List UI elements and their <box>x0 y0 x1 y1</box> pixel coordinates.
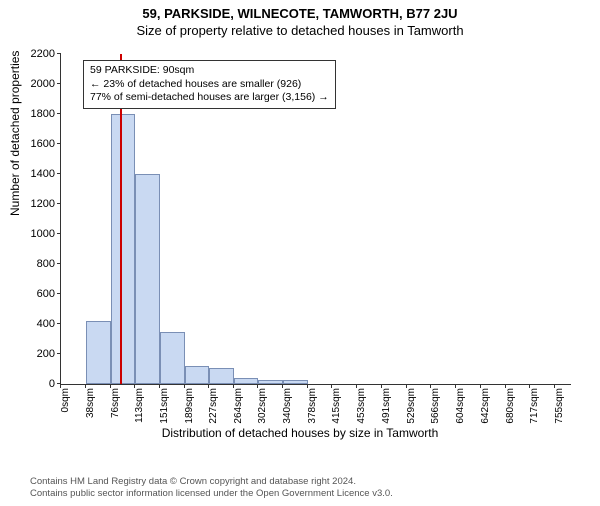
y-tick-label: 600 <box>15 288 55 300</box>
histogram-bar <box>135 174 160 384</box>
y-tick-label: 200 <box>15 348 55 360</box>
x-tick-label: 717sqm <box>529 388 540 428</box>
y-tick-mark <box>57 203 61 204</box>
annotation-box: 59 PARKSIDE: 90sqm ← 23% of detached hou… <box>83 60 336 109</box>
x-axis-label: Distribution of detached houses by size … <box>0 426 600 440</box>
y-tick-mark <box>57 143 61 144</box>
annotation-line-smaller: ← 23% of detached houses are smaller (92… <box>90 78 329 92</box>
y-tick-label: 1400 <box>15 168 55 180</box>
y-tick-mark <box>57 53 61 54</box>
y-tick-label: 400 <box>15 318 55 330</box>
x-tick-label: 604sqm <box>455 388 466 428</box>
footer-line-2: Contains public sector information licen… <box>30 488 393 500</box>
y-tick-mark <box>57 173 61 174</box>
x-tick-label: 0sqm <box>60 388 71 428</box>
histogram-bar <box>111 114 135 384</box>
chart-title-sub: Size of property relative to detached ho… <box>0 23 600 38</box>
x-tick-label: 680sqm <box>505 388 516 428</box>
x-tick-label: 302sqm <box>257 388 268 428</box>
footer-attribution: Contains HM Land Registry data © Crown c… <box>30 476 393 500</box>
histogram-bar <box>209 368 233 385</box>
y-tick-label: 0 <box>15 378 55 390</box>
x-tick-label: 340sqm <box>282 388 293 428</box>
y-tick-mark <box>57 293 61 294</box>
histogram-bar <box>234 378 259 384</box>
chart-title-address: 59, PARKSIDE, WILNECOTE, TAMWORTH, B77 2… <box>0 6 600 21</box>
y-tick-label: 2000 <box>15 78 55 90</box>
x-tick-label: 76sqm <box>110 388 121 428</box>
y-tick-mark <box>57 113 61 114</box>
y-tick-label: 1200 <box>15 198 55 210</box>
x-tick-label: 491sqm <box>381 388 392 428</box>
annotation-line-property: 59 PARKSIDE: 90sqm <box>90 64 329 78</box>
histogram-bar <box>283 380 308 384</box>
x-tick-label: 38sqm <box>85 388 96 428</box>
x-tick-label: 227sqm <box>208 388 219 428</box>
y-tick-mark <box>57 353 61 354</box>
histogram-bar <box>160 332 185 385</box>
y-tick-mark <box>57 263 61 264</box>
x-tick-label: 755sqm <box>554 388 565 428</box>
annotation-line-larger: 77% of semi-detached houses are larger (… <box>90 91 329 105</box>
y-tick-label: 1000 <box>15 228 55 240</box>
x-tick-label: 529sqm <box>406 388 417 428</box>
y-tick-mark <box>57 323 61 324</box>
y-tick-label: 1600 <box>15 138 55 150</box>
x-tick-label: 151sqm <box>159 388 170 428</box>
x-tick-label: 415sqm <box>331 388 342 428</box>
histogram-bar <box>86 321 111 384</box>
y-tick-label: 1800 <box>15 108 55 120</box>
x-tick-label: 378sqm <box>307 388 318 428</box>
y-tick-mark <box>57 233 61 234</box>
y-axis-label: Number of detached properties <box>8 51 22 216</box>
chart-area: 59 PARKSIDE: 90sqm ← 23% of detached hou… <box>60 54 570 434</box>
histogram-bar <box>258 380 283 385</box>
x-tick-label: 189sqm <box>184 388 195 428</box>
footer-line-1: Contains HM Land Registry data © Crown c… <box>30 476 393 488</box>
plot-area: 59 PARKSIDE: 90sqm ← 23% of detached hou… <box>60 54 571 385</box>
y-tick-label: 800 <box>15 258 55 270</box>
x-tick-label: 566sqm <box>430 388 441 428</box>
y-tick-mark <box>57 83 61 84</box>
x-tick-label: 453sqm <box>356 388 367 428</box>
histogram-bar <box>185 366 210 384</box>
x-tick-label: 264sqm <box>233 388 244 428</box>
x-tick-label: 642sqm <box>480 388 491 428</box>
x-tick-label: 113sqm <box>134 388 145 428</box>
y-tick-label: 2200 <box>15 48 55 60</box>
